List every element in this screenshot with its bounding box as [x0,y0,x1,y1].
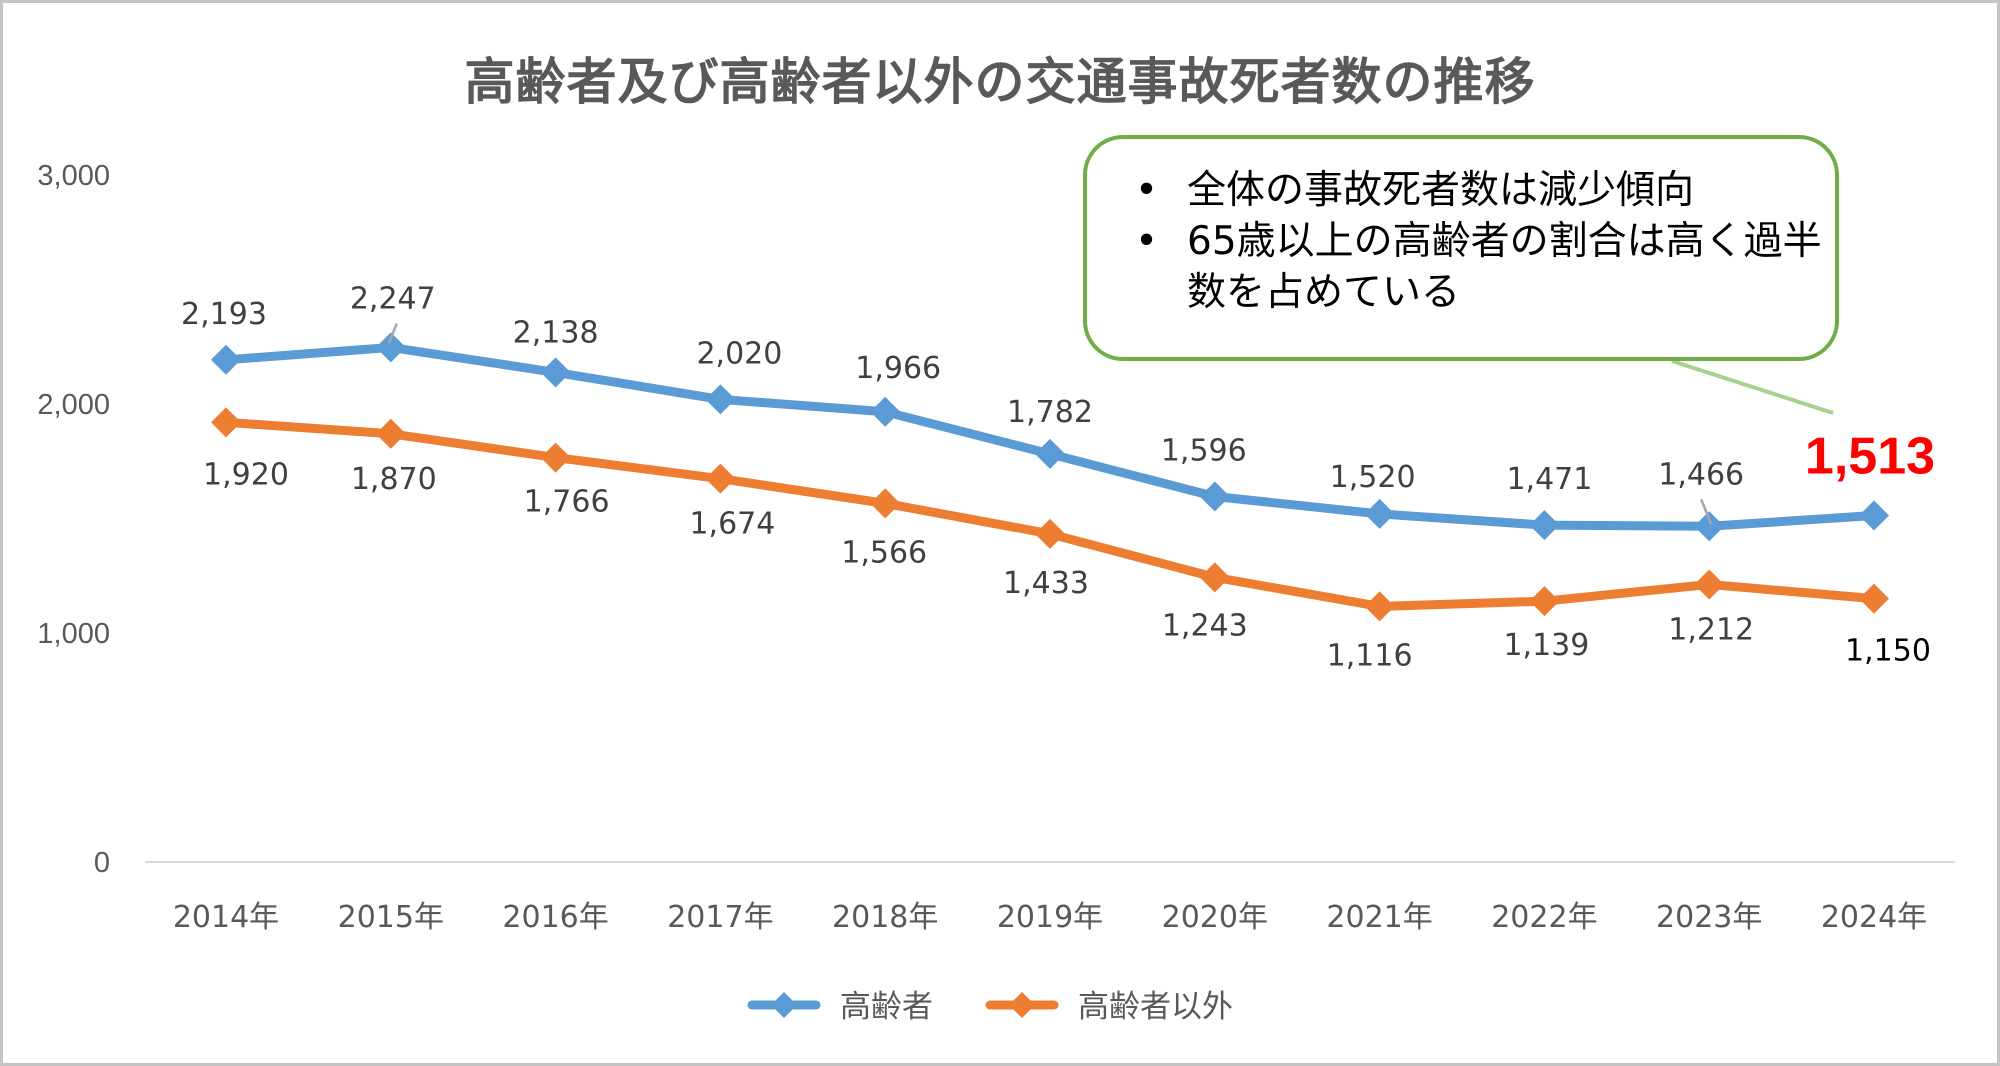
legend-diamond-icon [1009,992,1035,1018]
x-tick-label: 2020年 [1162,900,1268,935]
data-label: 2,247 [350,281,436,316]
annotation-text: 全体の事故死者数は減少傾向 [1187,168,1695,213]
data-label: 1,920 [203,457,289,492]
x-tick-label: 2022年 [1491,900,1597,935]
data-label: 1,212 [1668,612,1754,647]
data-label: 1,674 [689,507,775,542]
bullet-icon: • [1135,219,1159,264]
data-point-marker [705,384,736,415]
annotation-item: • 全体の事故死者数は減少傾向 [1127,165,1827,216]
data-point-marker [1199,562,1230,593]
data-point-marker [1035,518,1065,549]
data-label: 1,566 [841,535,927,570]
data-label: 1,870 [351,462,437,497]
data-point-marker [870,488,901,519]
annotation-item: • 65歳以上の高齢者の割合は高く過半数を占めている [1127,216,1827,318]
annotation-callout: • 全体の事故死者数は減少傾向 • 65歳以上の高齢者の割合は高く過半数を占めている [1083,135,1839,361]
annotation-text: 65歳以上の高齢者の割合は高く過半数を占めている [1187,219,1822,315]
data-label: 2,138 [513,315,599,350]
legend-label: 高齢者以外 [1078,989,1233,1025]
data-point-marker [1694,569,1725,600]
data-point-marker [375,418,406,449]
data-label: 1,116 [1327,638,1413,673]
data-point-marker [375,332,406,363]
data-label: 2,193 [181,297,267,332]
y-tick-label: 1,000 [37,618,110,650]
data-label: 1,433 [1003,566,1089,601]
data-point-marker [1199,481,1230,512]
x-tick-label: 2014年 [173,900,279,935]
legend: 高齢者 高齢者以外 [747,989,1233,1025]
x-tick-label: 2024年 [1821,900,1927,935]
data-point-marker [1035,438,1065,469]
y-tick-label: 2,000 [37,389,110,421]
y-axis: 0 1,000 2,000 3,000 [37,160,110,879]
data-point-marker [1529,586,1560,617]
x-tick-label: 2016年 [502,900,608,935]
label-leader-line [387,322,398,344]
label-leader-line [1700,498,1713,525]
y-tick-label: 0 [94,847,110,879]
data-label: 1,782 [1007,395,1093,430]
data-point-marker [1694,511,1725,542]
data-point-marker [1859,500,1889,531]
highlight-data-label: 1,513 [1805,428,1935,486]
data-label: 1,243 [1162,608,1248,643]
x-tick-label: 2018年 [832,900,938,935]
legend-label: 高齢者 [840,989,933,1025]
x-axis: 2014年 2015年 2016年 2017年 2018年 2019年 2020年 2021年… [173,900,1927,935]
data-label: 1,150 [1845,634,1931,669]
bullet-icon: • [1135,168,1159,213]
data-point-marker [211,344,241,375]
legend-diamond-icon [771,992,797,1018]
chart-title: 高齢者及び高齢者以外の交通事故死者数の推移 [464,53,1536,111]
data-label: 1,766 [524,485,610,520]
data-point-marker [1529,510,1560,541]
data-point-marker [211,407,241,438]
x-tick-label: 2017年 [667,900,773,935]
data-point-marker [705,463,736,494]
series-line-elderly [225,342,1875,531]
x-tick-label: 2019年 [997,900,1103,935]
data-point-marker [870,396,901,427]
data-label: 1,139 [1503,628,1589,663]
annotation-list: • 全体の事故死者数は減少傾向 • 65歳以上の高齢者の割合は高く過半数を占めている [1127,165,1827,318]
y-tick-label: 3,000 [37,160,110,192]
x-tick-label: 2023年 [1656,900,1762,935]
callout-pointer [1671,359,1834,415]
data-point-marker [1364,591,1395,622]
data-label: 1,966 [855,351,941,386]
data-point-marker [540,442,571,473]
data-point-marker [1364,498,1395,529]
x-tick-label: 2015年 [338,900,444,935]
x-tick-label: 2021年 [1326,900,1432,935]
data-point-marker [540,357,571,388]
data-label: 1,471 [1506,462,1592,497]
data-label: 2,020 [696,336,782,371]
data-point-marker [1859,583,1889,614]
data-label: 1,466 [1658,457,1744,492]
data-label: 1,520 [1330,460,1416,495]
series-layer: 2,193 2,247 2,138 2,020 1,966 1,782 1,596 1,520… [181,281,1935,673]
data-label: 1,596 [1161,434,1247,469]
